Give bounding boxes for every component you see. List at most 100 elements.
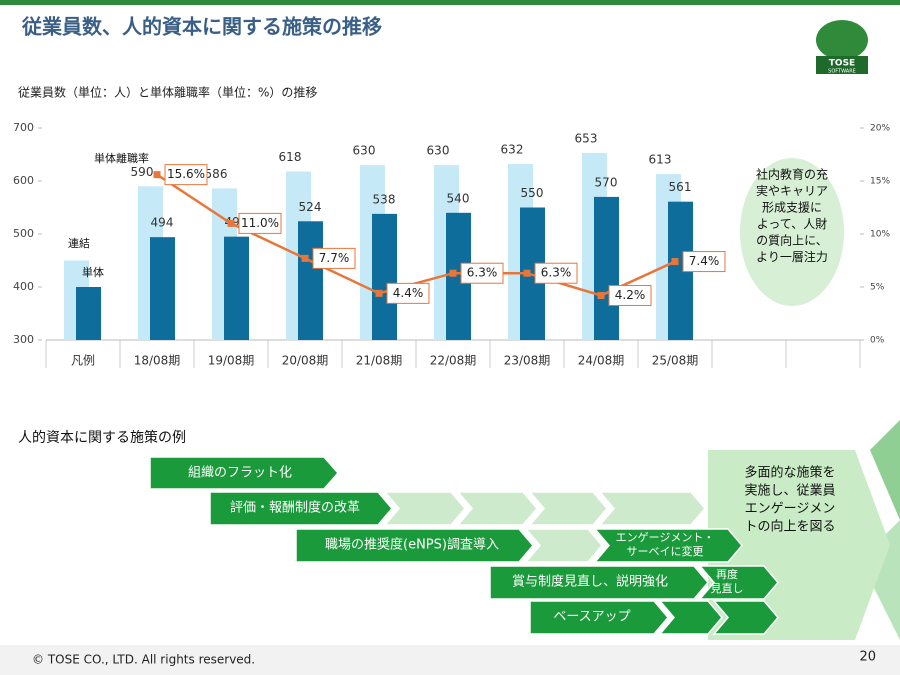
chevron: [456, 491, 538, 526]
measure-label: ベースアップ: [553, 610, 630, 625]
logo-plate: [816, 56, 868, 74]
y-tick-label: 400: [13, 280, 34, 293]
chevron: [209, 491, 393, 526]
measure-label: 賞与制度見直し、説明強化: [512, 574, 668, 590]
chart: 300 400 500 600 700 0% 5% 10% 15% 20% 凡例 18/08期 19/0…: [13, 121, 890, 368]
annotation: 社内教育の充: [756, 167, 828, 182]
line-marker: [523, 269, 531, 277]
x-tick-label: 20/08期: [282, 354, 329, 368]
x-tick-label: 22/08期: [430, 354, 477, 368]
chevron: [698, 565, 779, 600]
line-label: 6.3%: [541, 266, 572, 280]
logo-tree: [816, 20, 868, 60]
x-tick-label: 23/08期: [504, 354, 551, 368]
label-box: [312, 247, 356, 269]
annotation: の質向上に、: [756, 233, 828, 248]
y-tick-label: 600: [13, 174, 34, 187]
y2-tick-label: 10%: [870, 230, 890, 240]
bar: [224, 236, 249, 340]
chevron: [712, 600, 779, 635]
label-box: [460, 262, 504, 284]
line-label: 4.4%: [393, 286, 424, 300]
chevron: [383, 491, 466, 526]
copyright: © TOSE CO., LTD. All rights reserved.: [32, 653, 255, 667]
bar-label: 630: [427, 144, 450, 158]
label-box: [534, 262, 578, 284]
bar: [298, 221, 323, 340]
chevron: [295, 528, 534, 563]
y-tick-label: 700: [13, 121, 34, 134]
slide-title: 従業員数、人的資本に関する施策の推移: [21, 15, 382, 39]
x-tick-label: 18/08期: [134, 354, 181, 368]
line-label: 7.7%: [319, 251, 350, 265]
label-box: [682, 251, 726, 273]
top-band: [0, 0, 900, 5]
summary-text: 実施し、従業員: [744, 483, 835, 499]
bar-label: 538: [373, 192, 396, 206]
y2-tick-label: 15%: [870, 177, 890, 187]
line-label: 7.4%: [689, 254, 720, 268]
y-tick-label: 300: [13, 333, 34, 346]
measure-label: 見直し: [711, 581, 744, 595]
section-title: 人的資本に関する施策の例: [18, 429, 186, 446]
x-tick-label: 19/08期: [208, 354, 255, 368]
logo: TOSE SOFTWARE: [816, 20, 868, 75]
bar-label: 540: [447, 191, 470, 205]
line-marker: [301, 254, 309, 262]
chevron: [529, 600, 669, 635]
line-label: 6.3%: [467, 266, 498, 280]
line-label: 15.6%: [167, 167, 205, 181]
label-box: [164, 164, 208, 186]
summary-text: エンゲージメン: [745, 502, 836, 517]
annotation: 実やキャリア: [756, 183, 828, 198]
label-box: [608, 284, 652, 306]
footer-band: [0, 645, 900, 675]
measure-label: 再度: [716, 567, 738, 581]
chevron: [149, 456, 339, 490]
legend-label: 単体: [82, 265, 104, 279]
bar-label: 653: [575, 131, 598, 145]
bar: [372, 213, 397, 340]
bar-label: 630: [353, 144, 376, 158]
y2-tick-label: 5%: [870, 283, 885, 293]
y-tick-label: 500: [13, 227, 34, 240]
summary-text: トの向上を図る: [744, 519, 835, 535]
chevron: [528, 491, 608, 526]
chevron: [524, 528, 603, 563]
annotation-bubble: [740, 158, 844, 306]
chevron: [658, 600, 723, 635]
bar-label: 632: [501, 143, 524, 157]
x-tick-label: 21/08期: [356, 354, 403, 368]
line-label: 11.0%: [241, 216, 279, 230]
measure-label: エンゲージメント・: [616, 531, 715, 544]
label-box: [386, 282, 430, 304]
annotation: よって、人財: [757, 216, 827, 231]
logo-text: TOSE: [829, 59, 855, 69]
line-marker: [597, 291, 605, 299]
page-number: 20: [859, 650, 876, 665]
chevron: [598, 491, 706, 526]
bar-label: 590: [131, 165, 154, 179]
bar-label: 550: [521, 186, 544, 200]
chevron: [593, 528, 743, 563]
x-tick-label: 24/08期: [578, 354, 625, 368]
legend-label: 単体離職率: [94, 151, 149, 165]
line-marker: [153, 171, 161, 179]
measure-label: サーベイに変更: [627, 544, 704, 558]
bar-label: 613: [649, 153, 672, 167]
bar: [76, 287, 101, 340]
y2-tick-label: 20%: [870, 124, 890, 134]
logo-subtext: SOFTWARE: [828, 69, 856, 75]
x-tick-label: 凡例: [71, 354, 95, 368]
bar-label: 586: [205, 167, 228, 181]
line-marker: [227, 219, 235, 227]
y2-tick-label: 0%: [870, 336, 885, 346]
annotation: より一層注力: [756, 249, 828, 264]
chevron: [489, 565, 709, 600]
bar-label: 618: [279, 150, 302, 164]
summary-text: 多面的な施策を: [744, 465, 835, 481]
bar-label: 494: [151, 216, 174, 230]
label-box: [238, 212, 282, 234]
